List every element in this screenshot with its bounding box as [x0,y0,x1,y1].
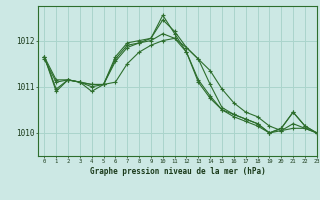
X-axis label: Graphe pression niveau de la mer (hPa): Graphe pression niveau de la mer (hPa) [90,167,266,176]
